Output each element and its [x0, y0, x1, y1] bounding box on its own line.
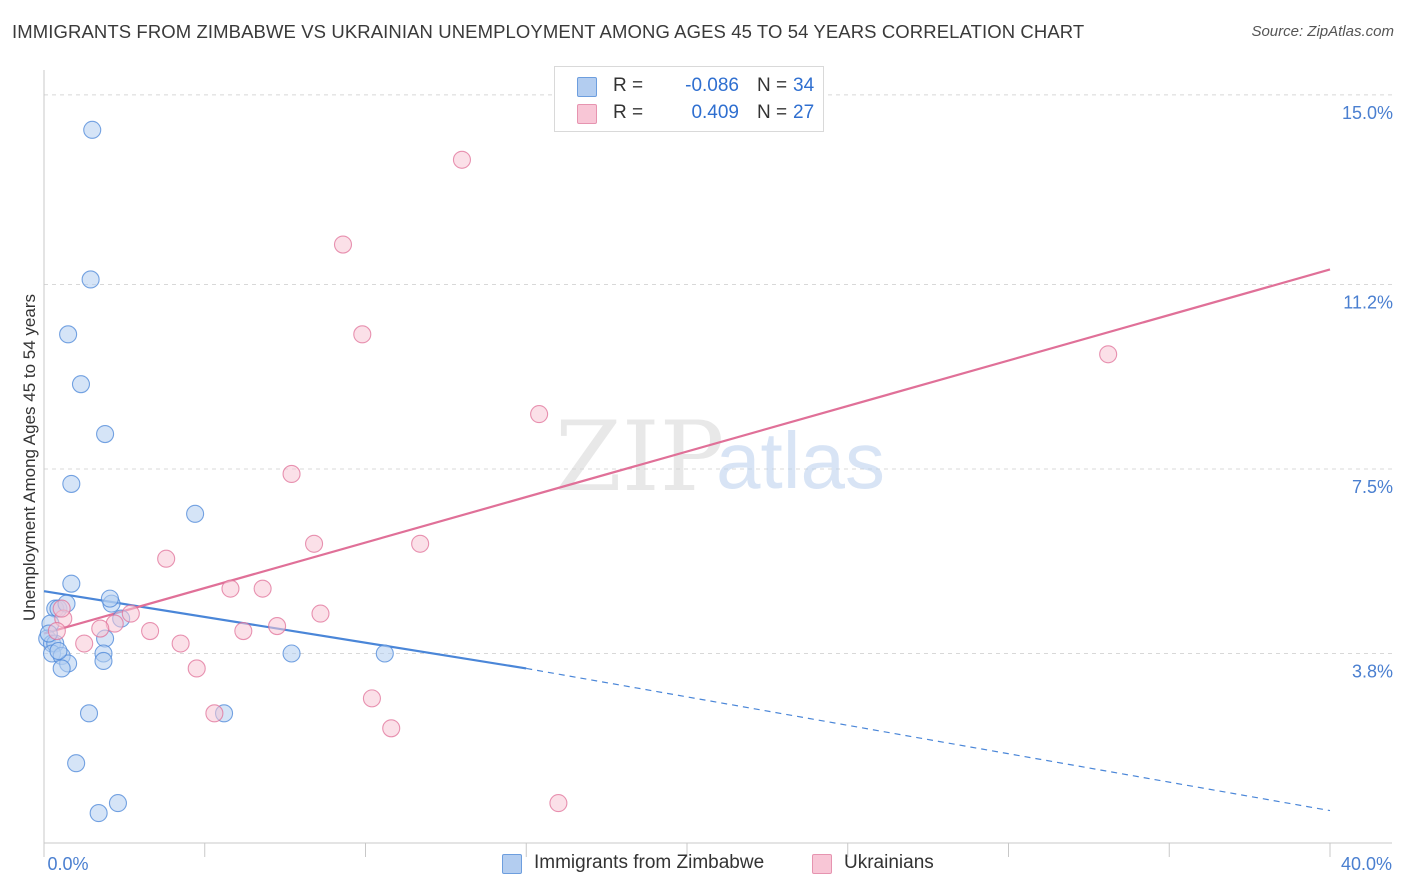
data-point [108, 794, 127, 813]
chart-title: IMMIGRANTS FROM ZIMBABWE VS UKRAINIAN UN… [12, 21, 1085, 42]
legend-r-value: 0.409 [691, 102, 739, 123]
data-point [83, 120, 102, 139]
data-point [52, 599, 71, 618]
data-point [362, 689, 381, 708]
series-swatch-blue [502, 854, 522, 874]
data-point [121, 604, 140, 623]
data-point [205, 704, 224, 723]
data-point [59, 325, 78, 344]
data-point [171, 634, 190, 653]
data-point [94, 651, 113, 671]
trend-line-zimbabwe-extension [526, 667, 1331, 812]
data-point [530, 405, 549, 424]
watermark: ZIP atlas [555, 401, 885, 513]
legend-r-label: R = [613, 102, 644, 123]
data-point [67, 754, 86, 773]
data-point [157, 549, 176, 568]
series-legend-label: Immigrants from Zimbabwe [534, 852, 765, 873]
data-point [333, 235, 353, 254]
data-point [75, 634, 94, 653]
data-point [353, 325, 372, 344]
data-point [91, 619, 110, 638]
data-point [382, 719, 401, 738]
data-point [282, 644, 301, 663]
watermark-atlas: atlas [716, 416, 885, 505]
data-point [253, 579, 272, 598]
data-point [96, 425, 115, 444]
data-point [311, 604, 330, 623]
data-point [52, 659, 71, 678]
data-point [141, 621, 160, 641]
axis-labels: 3.8% 7.5% 11.2% 15.0% 0.0% 40.0% Unemployment … [20, 103, 1393, 874]
data-point [375, 644, 394, 663]
axes [43, 70, 1392, 857]
series-zimbabwe [38, 120, 394, 823]
data-point [62, 474, 81, 493]
data-point [186, 504, 205, 523]
data-point [452, 150, 472, 169]
data-point [221, 579, 240, 598]
trend-line-ukrainians [43, 268, 1331, 635]
legend-n-value: 34 [793, 75, 815, 96]
series-legend-label: Ukrainians [844, 852, 934, 873]
data-point [47, 621, 66, 641]
legend-n-value: 27 [793, 102, 815, 123]
data-point [1099, 345, 1118, 364]
legend-n-label: N = [757, 102, 788, 123]
grid-lines [44, 94, 1392, 654]
x-tick-label-max: 40.0% [1341, 854, 1392, 874]
series-swatch-pink [812, 854, 832, 874]
data-point [100, 589, 119, 608]
data-point [268, 617, 287, 636]
data-point [187, 659, 206, 678]
legend-n-label: N = [757, 75, 788, 96]
legend-swatch-pink [577, 104, 597, 124]
x-tick-label-min: 0.0% [47, 854, 88, 874]
data-point [305, 534, 324, 553]
trend-lines [43, 268, 1331, 812]
y-tick-label: 15.0% [1342, 103, 1393, 123]
data-point [71, 375, 91, 394]
source-label: Source: ZipAtlas.com [1251, 23, 1394, 40]
data-point [89, 804, 108, 823]
data-point [282, 464, 301, 484]
y-tick-label: 11.2% [1343, 292, 1393, 312]
stats-legend: R = -0.086 N = 34 R = 0.409 N = 27 [554, 66, 824, 132]
data-points [38, 120, 1118, 823]
y-tick-label: 7.5% [1352, 477, 1393, 497]
legend-r-label: R = [613, 75, 644, 96]
data-point [411, 534, 430, 553]
legend-swatch-blue [577, 77, 597, 97]
data-point [549, 794, 568, 813]
data-point [62, 574, 81, 593]
data-point [49, 641, 68, 661]
data-point [81, 270, 100, 289]
legend-r-value: -0.086 [685, 75, 739, 96]
y-tick-label: 3.8% [1352, 661, 1393, 681]
data-point [79, 704, 99, 723]
watermark-zip: ZIP [555, 401, 724, 513]
series-ukrainians [47, 150, 1118, 813]
data-point [234, 621, 253, 641]
y-axis-label: Unemployment Among Ages 45 to 54 years [20, 294, 39, 621]
